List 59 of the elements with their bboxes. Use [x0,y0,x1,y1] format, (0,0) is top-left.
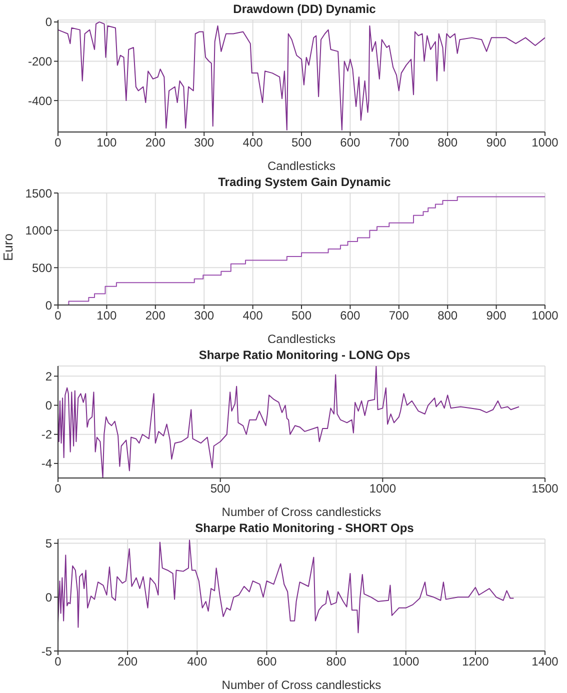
y-tick-label: -5 [41,644,52,658]
x-tick-label: 200 [145,136,166,150]
chart-title: Drawdown (DD) Dynamic [232,2,377,16]
y-tick-label: 1000 [25,224,52,238]
y-tick-label: 2 [45,369,52,384]
x-axis-title: Candlesticks [267,332,336,346]
y-tick-label: 5 [45,536,52,551]
x-tick-label: 0 [54,308,62,323]
x-tick-label: 500 [210,482,231,496]
y-tick-label: -2 [41,428,52,442]
y-tick-label: -400 [28,94,52,108]
x-tick-label: 400 [187,654,208,669]
x-tick-label: 0 [54,654,62,669]
x-tick-label: 600 [340,136,361,150]
chart-title: Trading System Gain Dynamic [217,175,392,189]
x-tick-label: 600 [340,308,361,323]
x-axis-title: Candlesticks [267,159,336,173]
x-tick-label: 1400 [532,654,559,669]
x-tick-label: 500 [291,308,312,323]
x-tick-label: 700 [388,136,410,150]
x-tick-label: 0 [54,482,62,496]
x-tick-label: 1000 [392,654,420,669]
line-series [58,540,514,634]
x-tick-label: 100 [96,136,118,150]
x-tick-label: 400 [242,136,264,150]
x-tick-label: 1200 [462,654,490,669]
x-tick-label: 200 [118,654,138,669]
x-tick-label: 500 [291,136,312,150]
x-tick-label: 900 [486,136,507,150]
y-axis-title: Euro [0,234,16,261]
x-tick-label: 400 [242,308,264,323]
x-tick-label: 1500 [532,482,559,496]
x-tick-label: 800 [326,654,347,669]
x-tick-label: 1000 [532,308,559,323]
y-tick-label: 1500 [25,186,52,200]
y-tick-label: 0 [45,398,52,413]
line-series [58,366,520,478]
x-tick-label: 200 [145,308,166,323]
y-tick-label: 0 [45,15,52,30]
x-tick-label: 800 [438,136,458,150]
x-tick-label: 1000 [532,136,559,150]
x-axis-title: Number of Cross candlesticks [222,678,382,692]
x-tick-label: 600 [256,654,278,669]
y-tick-label: 0 [45,298,52,312]
chart-title: Sharpe Ratio Monitoring - SHORT Ops [194,521,415,535]
x-tick-label: 300 [194,308,214,323]
x-tick-label: 100 [96,308,118,323]
x-tick-label: 800 [438,308,458,323]
y-tick-label: 500 [32,260,52,275]
x-tick-label: 0 [54,136,62,150]
x-tick-label: 300 [194,136,214,150]
x-tick-label: 700 [388,308,410,323]
y-tick-label: -200 [28,54,52,69]
x-axis-title: Number of Cross candlesticks [222,505,382,519]
x-tick-label: 1000 [369,482,396,496]
x-tick-label: 900 [486,308,507,323]
y-tick-label: 0 [45,590,52,604]
y-tick-label: -4 [41,456,52,471]
chart-title: Sharpe Ratio Monitoring - LONG Ops [198,348,412,362]
